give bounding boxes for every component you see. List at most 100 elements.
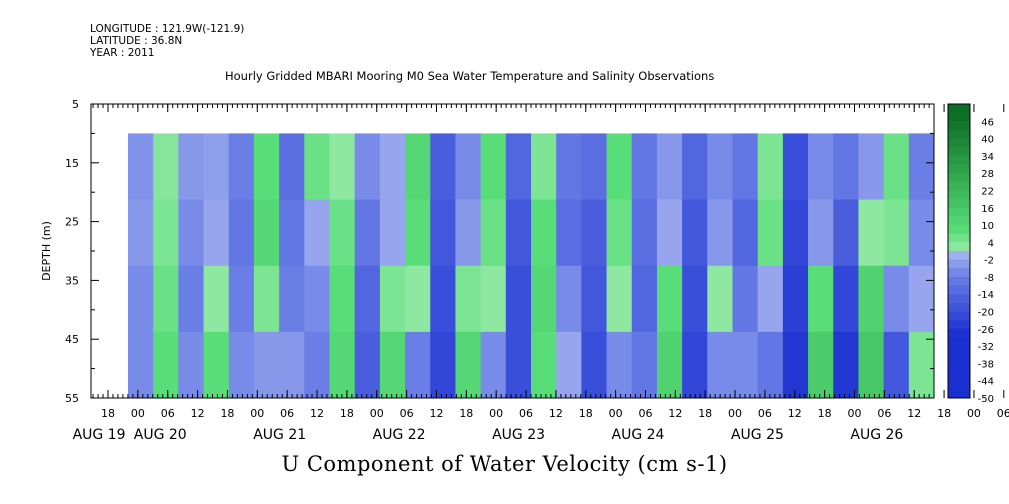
latitude-label: LATITUDE : 36.8N bbox=[90, 35, 183, 47]
heatmap-cell bbox=[556, 133, 582, 201]
colorbar: 46 40 34 28 22 16 10 4 -2 -8 -14 -20 -26 -32 -38 -44 -50 bbox=[947, 103, 994, 405]
colorbar-swatch bbox=[948, 372, 970, 382]
longitude-label: LONGITUDE : 121.9W(-121.9) bbox=[90, 23, 245, 35]
heatmap-cell bbox=[153, 133, 179, 201]
x-tick-label: 18 bbox=[579, 407, 593, 420]
x-tick-label: 12 bbox=[907, 407, 921, 420]
heatmap-cell bbox=[631, 133, 658, 201]
heatmap-cell bbox=[833, 265, 860, 333]
heatmap-cell bbox=[178, 133, 205, 201]
heatmap-cell bbox=[732, 331, 759, 398]
colorbar-swatch bbox=[948, 354, 970, 364]
colorbar-swatch bbox=[948, 320, 970, 330]
colorbar-swatch bbox=[948, 207, 970, 217]
heatmap-cell bbox=[153, 331, 179, 398]
heatmap-cell bbox=[128, 331, 154, 398]
y-tick-label: 5 bbox=[72, 98, 79, 111]
heatmap-cell bbox=[682, 133, 708, 201]
heatmap-cell bbox=[304, 331, 331, 398]
y-axis-label: DEPTH (m) bbox=[40, 221, 53, 281]
colorbar-label: -14 bbox=[978, 290, 994, 301]
heatmap-cell bbox=[430, 199, 457, 267]
heatmap-cell bbox=[153, 199, 179, 267]
x-tick-label: 12 bbox=[429, 407, 443, 420]
heatmap-cell bbox=[883, 133, 910, 201]
x-day-label: AUG 23 bbox=[492, 427, 545, 443]
colorbar-swatch bbox=[948, 302, 970, 312]
heatmap-cell bbox=[581, 133, 608, 201]
colorbar-swatch bbox=[948, 225, 970, 235]
x-tick-label: 06 bbox=[758, 407, 772, 420]
heatmap-cell bbox=[480, 133, 507, 201]
header-info: LONGITUDE : 121.9W(-121.9) LATITUDE : 36… bbox=[90, 23, 244, 59]
heatmap-cell bbox=[631, 199, 658, 267]
x-tick-label: 00 bbox=[370, 407, 384, 420]
axis-layer: 5 15 25 35 45 55 18 00 06 12 18 00 06 12 18 00 06 12 18 00 0… bbox=[65, 98, 1009, 443]
x-tick-label: 12 bbox=[549, 407, 563, 420]
heatmap-cell bbox=[581, 331, 608, 398]
heatmap-cell bbox=[455, 133, 482, 201]
colorbar-swatch bbox=[948, 147, 970, 157]
x-day-label: AUG 21 bbox=[253, 427, 306, 443]
y-tick-label: 15 bbox=[65, 157, 79, 170]
colorbar-label: 34 bbox=[981, 152, 994, 163]
colorbar-swatch bbox=[948, 251, 970, 261]
colorbar-swatch bbox=[948, 112, 970, 122]
heatmap-cell bbox=[128, 133, 154, 201]
heatmap-cell bbox=[354, 133, 381, 201]
heatmap-cell bbox=[833, 331, 860, 398]
heatmap-cell bbox=[707, 133, 734, 201]
heatmap-cell bbox=[808, 199, 834, 267]
colorbar-label: 4 bbox=[988, 238, 994, 249]
heatmap-cell bbox=[656, 265, 683, 333]
heatmap-layer bbox=[128, 133, 934, 398]
chart-title: Hourly Gridded MBARI Mooring M0 Sea Wate… bbox=[225, 69, 715, 83]
heatmap-cell bbox=[757, 133, 784, 201]
heatmap-cell bbox=[178, 265, 205, 333]
colorbar-swatch bbox=[948, 389, 970, 399]
x-tick-label: 06 bbox=[280, 407, 294, 420]
heatmap-cell bbox=[480, 265, 507, 333]
heatmap-cell bbox=[833, 199, 860, 267]
heatmap-cell bbox=[455, 331, 482, 398]
heatmap-cell bbox=[782, 133, 809, 201]
heatmap-cell bbox=[379, 133, 406, 201]
heatmap-cell bbox=[556, 265, 582, 333]
heatmap-cell bbox=[631, 331, 658, 398]
heatmap-cell bbox=[279, 265, 305, 333]
heatmap-cell bbox=[304, 265, 331, 333]
heatmap-cell bbox=[858, 331, 885, 398]
heatmap-cell bbox=[128, 265, 154, 333]
heatmap-cell bbox=[656, 199, 683, 267]
heatmap-cell bbox=[531, 199, 557, 267]
heatmap-cell bbox=[455, 265, 482, 333]
colorbar-label: 46 bbox=[981, 117, 994, 128]
colorbar-label: -50 bbox=[978, 394, 994, 405]
heatmap-cell bbox=[379, 199, 406, 267]
heatmap-cell bbox=[304, 133, 331, 201]
x-tick-label: 18 bbox=[698, 407, 712, 420]
x-axis-label: U Component of Water Velocity (cm s-1) bbox=[281, 452, 728, 476]
heatmap-cell bbox=[405, 199, 431, 267]
heatmap-cell bbox=[858, 199, 885, 267]
x-day-label: AUG 22 bbox=[373, 427, 426, 443]
heatmap-cell bbox=[581, 199, 608, 267]
x-tick-label: 12 bbox=[788, 407, 802, 420]
x-tick-label: 12 bbox=[668, 407, 682, 420]
heatmap-cell bbox=[606, 199, 633, 267]
colorbar-label: 16 bbox=[981, 204, 994, 215]
heatmap-cell bbox=[757, 265, 784, 333]
colorbar-swatch bbox=[948, 294, 970, 304]
heatmap-cell bbox=[405, 265, 431, 333]
colorbar-label: -44 bbox=[978, 377, 994, 388]
colorbar-swatch bbox=[948, 242, 970, 252]
x-tick-label: 00 bbox=[131, 407, 145, 420]
y-tick-label: 45 bbox=[65, 333, 79, 346]
x-tick-label: 00 bbox=[609, 407, 623, 420]
x-day-label: AUG 24 bbox=[612, 427, 665, 443]
x-tick-label: 18 bbox=[340, 407, 354, 420]
heatmap-cell bbox=[757, 199, 784, 267]
heatmap-cell bbox=[782, 199, 809, 267]
colorbar-swatch bbox=[948, 346, 970, 356]
colorbar-label: 28 bbox=[981, 169, 994, 180]
